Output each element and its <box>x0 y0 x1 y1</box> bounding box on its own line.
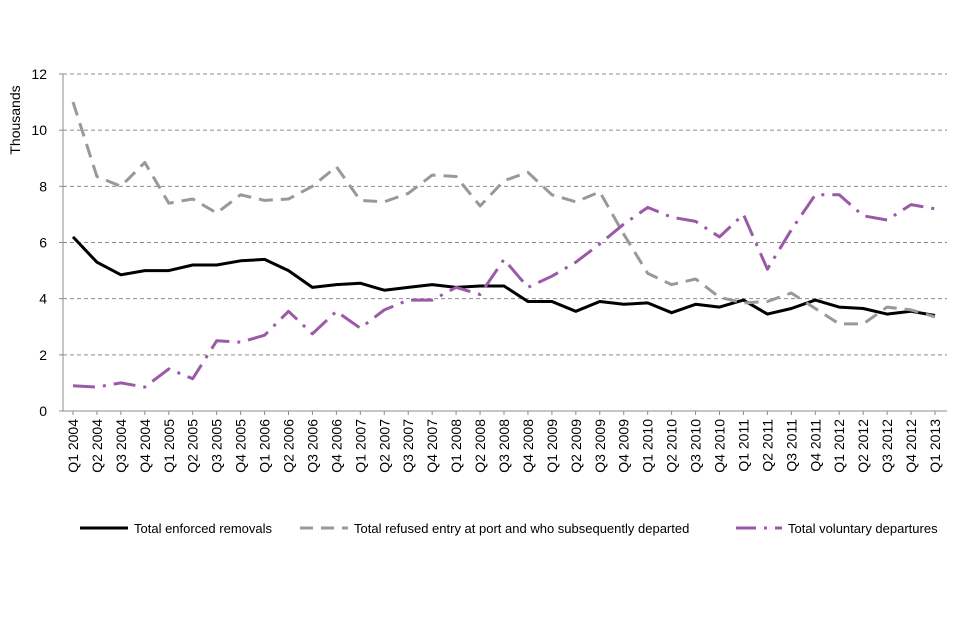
x-tick-label: Q4 2010 <box>712 419 728 473</box>
x-tick-label: Q2 2005 <box>185 419 201 473</box>
series-lines <box>71 101 936 389</box>
x-tick-label: Q2 2006 <box>281 419 297 473</box>
x-tick-label: Q3 2006 <box>304 419 320 473</box>
x-tick-label: Q2 2008 <box>472 419 488 473</box>
x-tick-label: Q1 2004 <box>65 419 81 473</box>
x-tick-label: Q3 2007 <box>400 419 416 473</box>
x-tick-label: Q4 2007 <box>424 419 440 473</box>
x-tick-label: Q1 2005 <box>161 419 177 473</box>
x-tick-label: Q1 2013 <box>927 419 943 473</box>
legend: Total enforced removals Total refused ent… <box>80 521 938 536</box>
axes: 0 2 4 6 8 10 12 Thousands Q1 2004 Q2 2004 Q3 2004 Q… <box>7 66 947 473</box>
x-tick-label: Q3 2004 <box>113 419 129 473</box>
y-tick-label: 6 <box>39 235 47 251</box>
x-tick-label: Q2 2007 <box>376 419 392 473</box>
x-tick-label: Q2 2012 <box>855 419 871 473</box>
x-tick-label: Q4 2004 <box>137 419 153 473</box>
x-tick-label: Q3 2011 <box>783 419 799 472</box>
y-tick-label: 12 <box>31 66 47 82</box>
x-tick-label: Q3 2005 <box>209 419 225 473</box>
x-tick-label: Q1 2007 <box>352 419 368 473</box>
y-tick-label: 10 <box>31 122 47 138</box>
x-tick-label: Q1 2011 <box>735 419 751 472</box>
x-tick-label: Q2 2010 <box>664 419 680 473</box>
series-line-total-enforced-removals <box>71 235 936 317</box>
x-tick-label: Q3 2010 <box>688 419 704 473</box>
x-tick-label: Q2 2011 <box>759 419 775 472</box>
x-tick-label: Q4 2012 <box>903 419 919 473</box>
x-tick-label: Q4 2005 <box>233 419 249 473</box>
gridlines <box>63 73 947 356</box>
y-tick-label: 2 <box>39 347 47 363</box>
x-tick-label: Q4 2009 <box>616 419 632 473</box>
legend-label: Total voluntary departures <box>788 521 938 536</box>
x-tick-label: Q1 2008 <box>448 419 464 473</box>
y-tick-label: 0 <box>39 403 47 419</box>
x-tick-label: Q4 2008 <box>520 419 536 473</box>
y-tick-label: 4 <box>39 291 47 307</box>
x-tick-label: Q4 2011 <box>807 419 823 472</box>
x-tick-label: Q1 2012 <box>831 419 847 473</box>
y-axis-title: Thousands <box>7 85 23 154</box>
x-tick-label: Q1 2010 <box>640 419 656 473</box>
legend-label: Total refused entry at port and who subs… <box>354 521 689 536</box>
x-tick-label: Q2 2004 <box>89 419 105 473</box>
series-line-total-voluntary-departures <box>72 193 936 389</box>
legend-label: Total enforced removals <box>134 521 273 536</box>
x-tick-label: Q2 2009 <box>568 419 584 473</box>
x-tick-label: Q1 2009 <box>544 419 560 473</box>
x-tick-label: Q4 2006 <box>328 419 344 473</box>
y-tick-label: 8 <box>39 178 47 194</box>
series-line-total-refused-entry-at-port-and-who-subsequently-departed <box>71 101 936 326</box>
x-tick-label: Q3 2009 <box>592 419 608 473</box>
x-tick-label: Q3 2008 <box>496 419 512 473</box>
x-tick-label: Q3 2012 <box>879 419 895 473</box>
x-tick-label: Q1 2006 <box>257 419 273 473</box>
